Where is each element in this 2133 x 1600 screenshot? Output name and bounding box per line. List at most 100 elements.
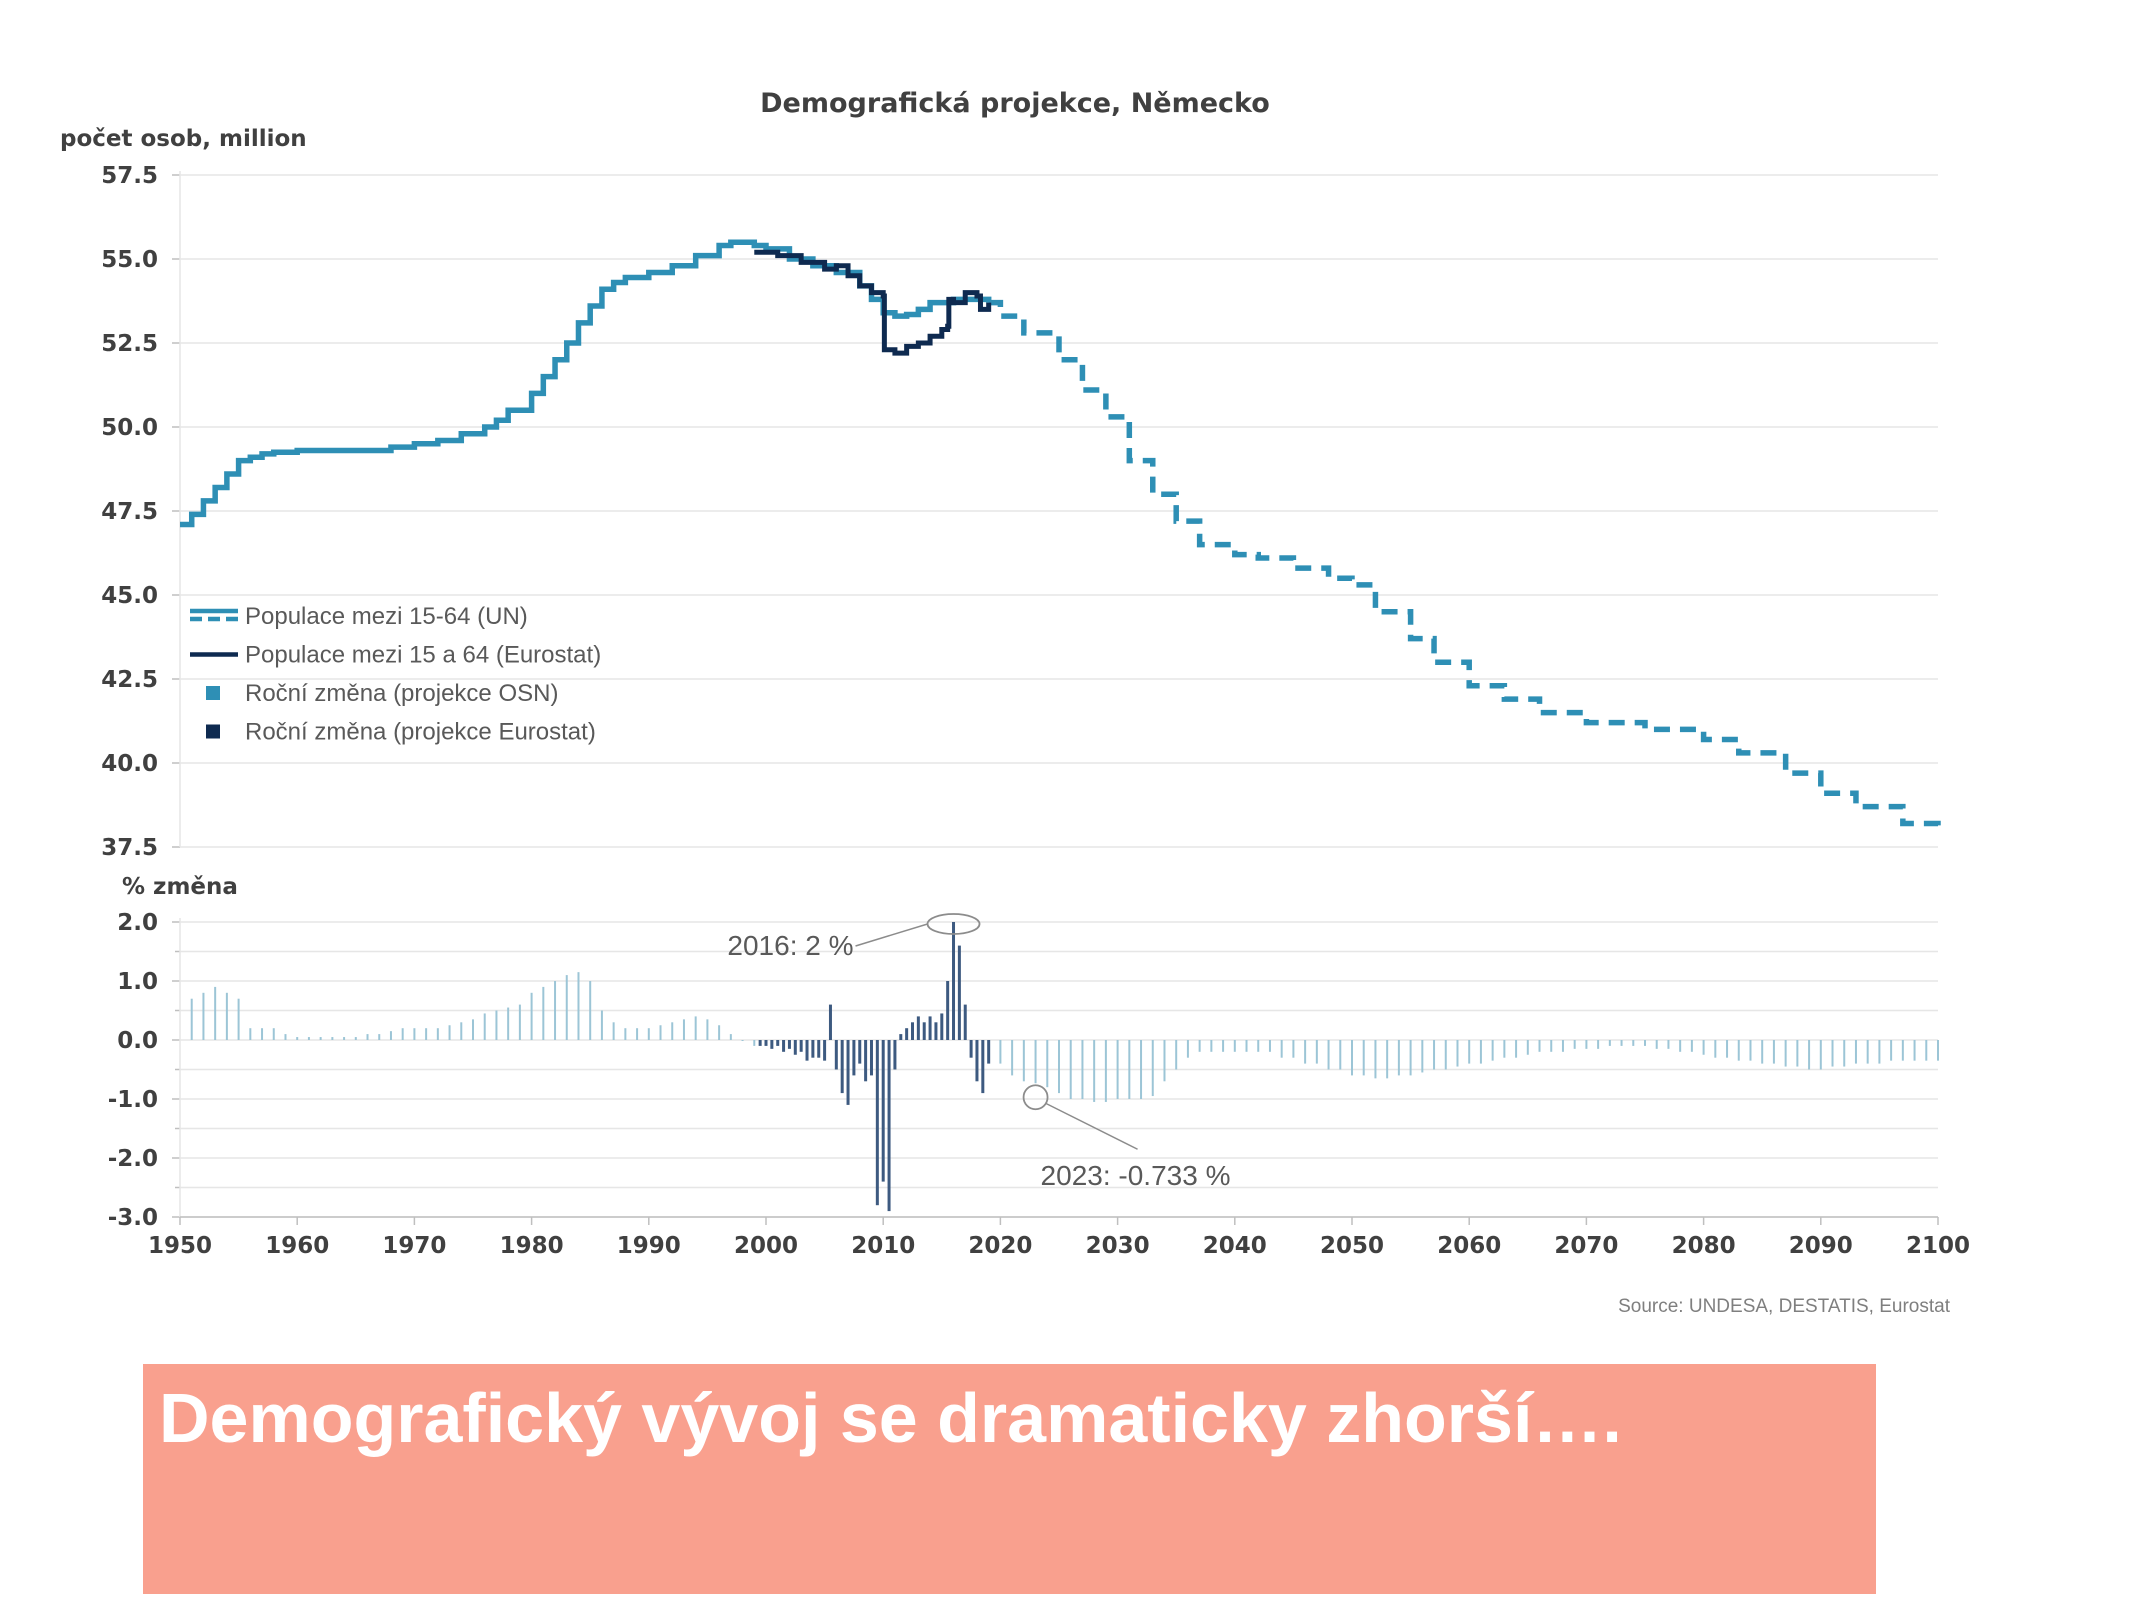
un-change-bar — [1351, 1040, 1353, 1076]
bottom-y-tick-label: -3.0 — [108, 1205, 158, 1231]
un-change-bar — [1749, 1040, 1752, 1061]
eurostat-change-bar — [834, 1040, 838, 1070]
eurostat-change-bar — [946, 981, 950, 1040]
un-change-bar — [1667, 1040, 1670, 1049]
top-y-axis-label: počet osob, million — [60, 126, 307, 152]
un-change-bar — [682, 1019, 685, 1040]
x-tick-label: 1990 — [617, 1233, 681, 1259]
eurostat-change-bar — [893, 1040, 897, 1070]
bottom-y-tick-label: -1.0 — [108, 1087, 158, 1113]
top-y-tick-labels: 57.5 55.0 52.5 50.0 47.5 45.0 42.5 40.0 37.5 — [101, 163, 158, 861]
un-change-bar — [1796, 1040, 1799, 1067]
eurostat-change-bar — [963, 1004, 967, 1040]
un-change-bar — [577, 972, 580, 1040]
un-change-bar — [1022, 1040, 1025, 1082]
top-gridlines — [172, 171, 1938, 848]
headline-text: Demografický vývoj se dramaticky zhorší…… — [159, 1379, 1622, 1457]
eurostat-change-bar — [916, 1016, 920, 1040]
un-change-bar — [530, 992, 533, 1040]
un-change-bar — [741, 1040, 744, 1041]
un-change-bar — [1362, 1040, 1365, 1076]
un-change-bar — [518, 1004, 521, 1040]
un-change-bar — [1901, 1040, 1904, 1061]
un-change-bar — [624, 1028, 627, 1040]
un-change-bar — [1409, 1040, 1412, 1076]
un-change-bar — [237, 998, 240, 1040]
un-change-bar — [354, 1037, 357, 1040]
eurostat-change-bar — [787, 1040, 791, 1049]
un-change-bar — [1339, 1040, 1342, 1070]
legend-label: Roční změna (projekce Eurostat) — [245, 719, 596, 746]
eurostat-change-bar — [952, 922, 956, 1040]
un-change-bar — [343, 1037, 346, 1040]
un-change-bar — [671, 1022, 674, 1040]
un-change-bar — [1878, 1040, 1881, 1064]
headline-banner: Demografický vývoj se dramaticky zhorší…… — [143, 1364, 1876, 1594]
un-change-bar — [1573, 1040, 1576, 1049]
eurostat-change-bar — [875, 1040, 879, 1206]
eurostat-change-bar — [905, 1028, 909, 1040]
x-tick-label: 2040 — [1203, 1233, 1267, 1259]
un-change-bar — [1526, 1040, 1529, 1055]
x-tick-label: 2020 — [968, 1233, 1032, 1259]
eurostat-change-bar — [864, 1040, 868, 1082]
un-change-bar — [378, 1034, 381, 1040]
un-change-bar — [190, 998, 193, 1040]
annotation-label-2023: 2023: -0.733 % — [1041, 1160, 1231, 1191]
legend: Populace mezi 15-64 (UN) Populace mezi 15… — [190, 603, 601, 746]
un-change-bar — [1081, 1040, 1084, 1099]
un-change-bar — [1186, 1040, 1189, 1058]
un-change-bar — [1093, 1040, 1096, 1102]
eurostat-change-bar — [969, 1040, 973, 1058]
un-change-bar — [542, 986, 545, 1040]
legend-label: Populace mezi 15 a 64 (Eurostat) — [245, 642, 601, 669]
un-change-bar — [612, 1022, 615, 1040]
un-change-bar — [729, 1034, 732, 1040]
un-change-bar — [413, 1028, 416, 1040]
eurostat-change-bar — [928, 1016, 932, 1040]
un-change-bar — [307, 1037, 310, 1040]
un-change-bar — [1233, 1040, 1236, 1052]
top-y-tick-label: 57.5 — [101, 163, 158, 189]
eurostat-change-bar — [987, 1040, 991, 1064]
annotation-circle-2023 — [1022, 1084, 1049, 1111]
un-change-bar — [1104, 1040, 1107, 1102]
eurostat-change-bar — [934, 1022, 938, 1040]
x-tick-label: 1950 — [148, 1233, 212, 1259]
un-change-bar — [718, 1025, 721, 1040]
un-change-bar — [1550, 1040, 1553, 1052]
un-change-bar — [1175, 1040, 1178, 1070]
un-change-bar — [1268, 1040, 1271, 1052]
eurostat-change-bar — [828, 1004, 832, 1040]
un-change-bar — [1128, 1040, 1131, 1099]
x-tick-label: 2030 — [1086, 1233, 1150, 1259]
un-change-bar — [366, 1034, 369, 1040]
eurostat-change-bar — [858, 1040, 862, 1064]
x-tick-label: 2050 — [1320, 1233, 1384, 1259]
un-change-bar — [272, 1028, 275, 1040]
un-change-bar — [1890, 1040, 1893, 1061]
x-tick-label: 2060 — [1437, 1233, 1501, 1259]
un-change-bar — [1561, 1040, 1564, 1052]
un-change-bar — [319, 1037, 322, 1040]
un-change-bar — [1210, 1040, 1213, 1052]
un-change-bar — [1198, 1040, 1201, 1052]
un-change-bar — [1163, 1040, 1166, 1082]
legend-swatch-square — [206, 686, 220, 700]
un-change-bar — [1444, 1040, 1447, 1070]
un-change-bar — [1585, 1040, 1588, 1049]
un-change-bar — [1315, 1040, 1318, 1064]
x-tick-labels: 1950 1960 1970 1980 1990 2000 2010 2020 2030 2040… — [148, 1217, 1970, 1259]
eurostat-population-line — [754, 249, 992, 356]
eurostat-change-bar — [975, 1040, 979, 1082]
un-change-bar — [1503, 1040, 1506, 1058]
x-tick-label: 2100 — [1906, 1233, 1970, 1259]
un-change-bar — [1843, 1040, 1846, 1067]
un-change-bar — [1761, 1040, 1764, 1064]
un-change-bar — [1292, 1040, 1295, 1058]
un-change-bar — [1491, 1040, 1494, 1061]
top-y-tick-label: 52.5 — [101, 331, 158, 357]
un-change-bar — [389, 1031, 392, 1040]
eurostat-change-bar — [793, 1040, 797, 1055]
